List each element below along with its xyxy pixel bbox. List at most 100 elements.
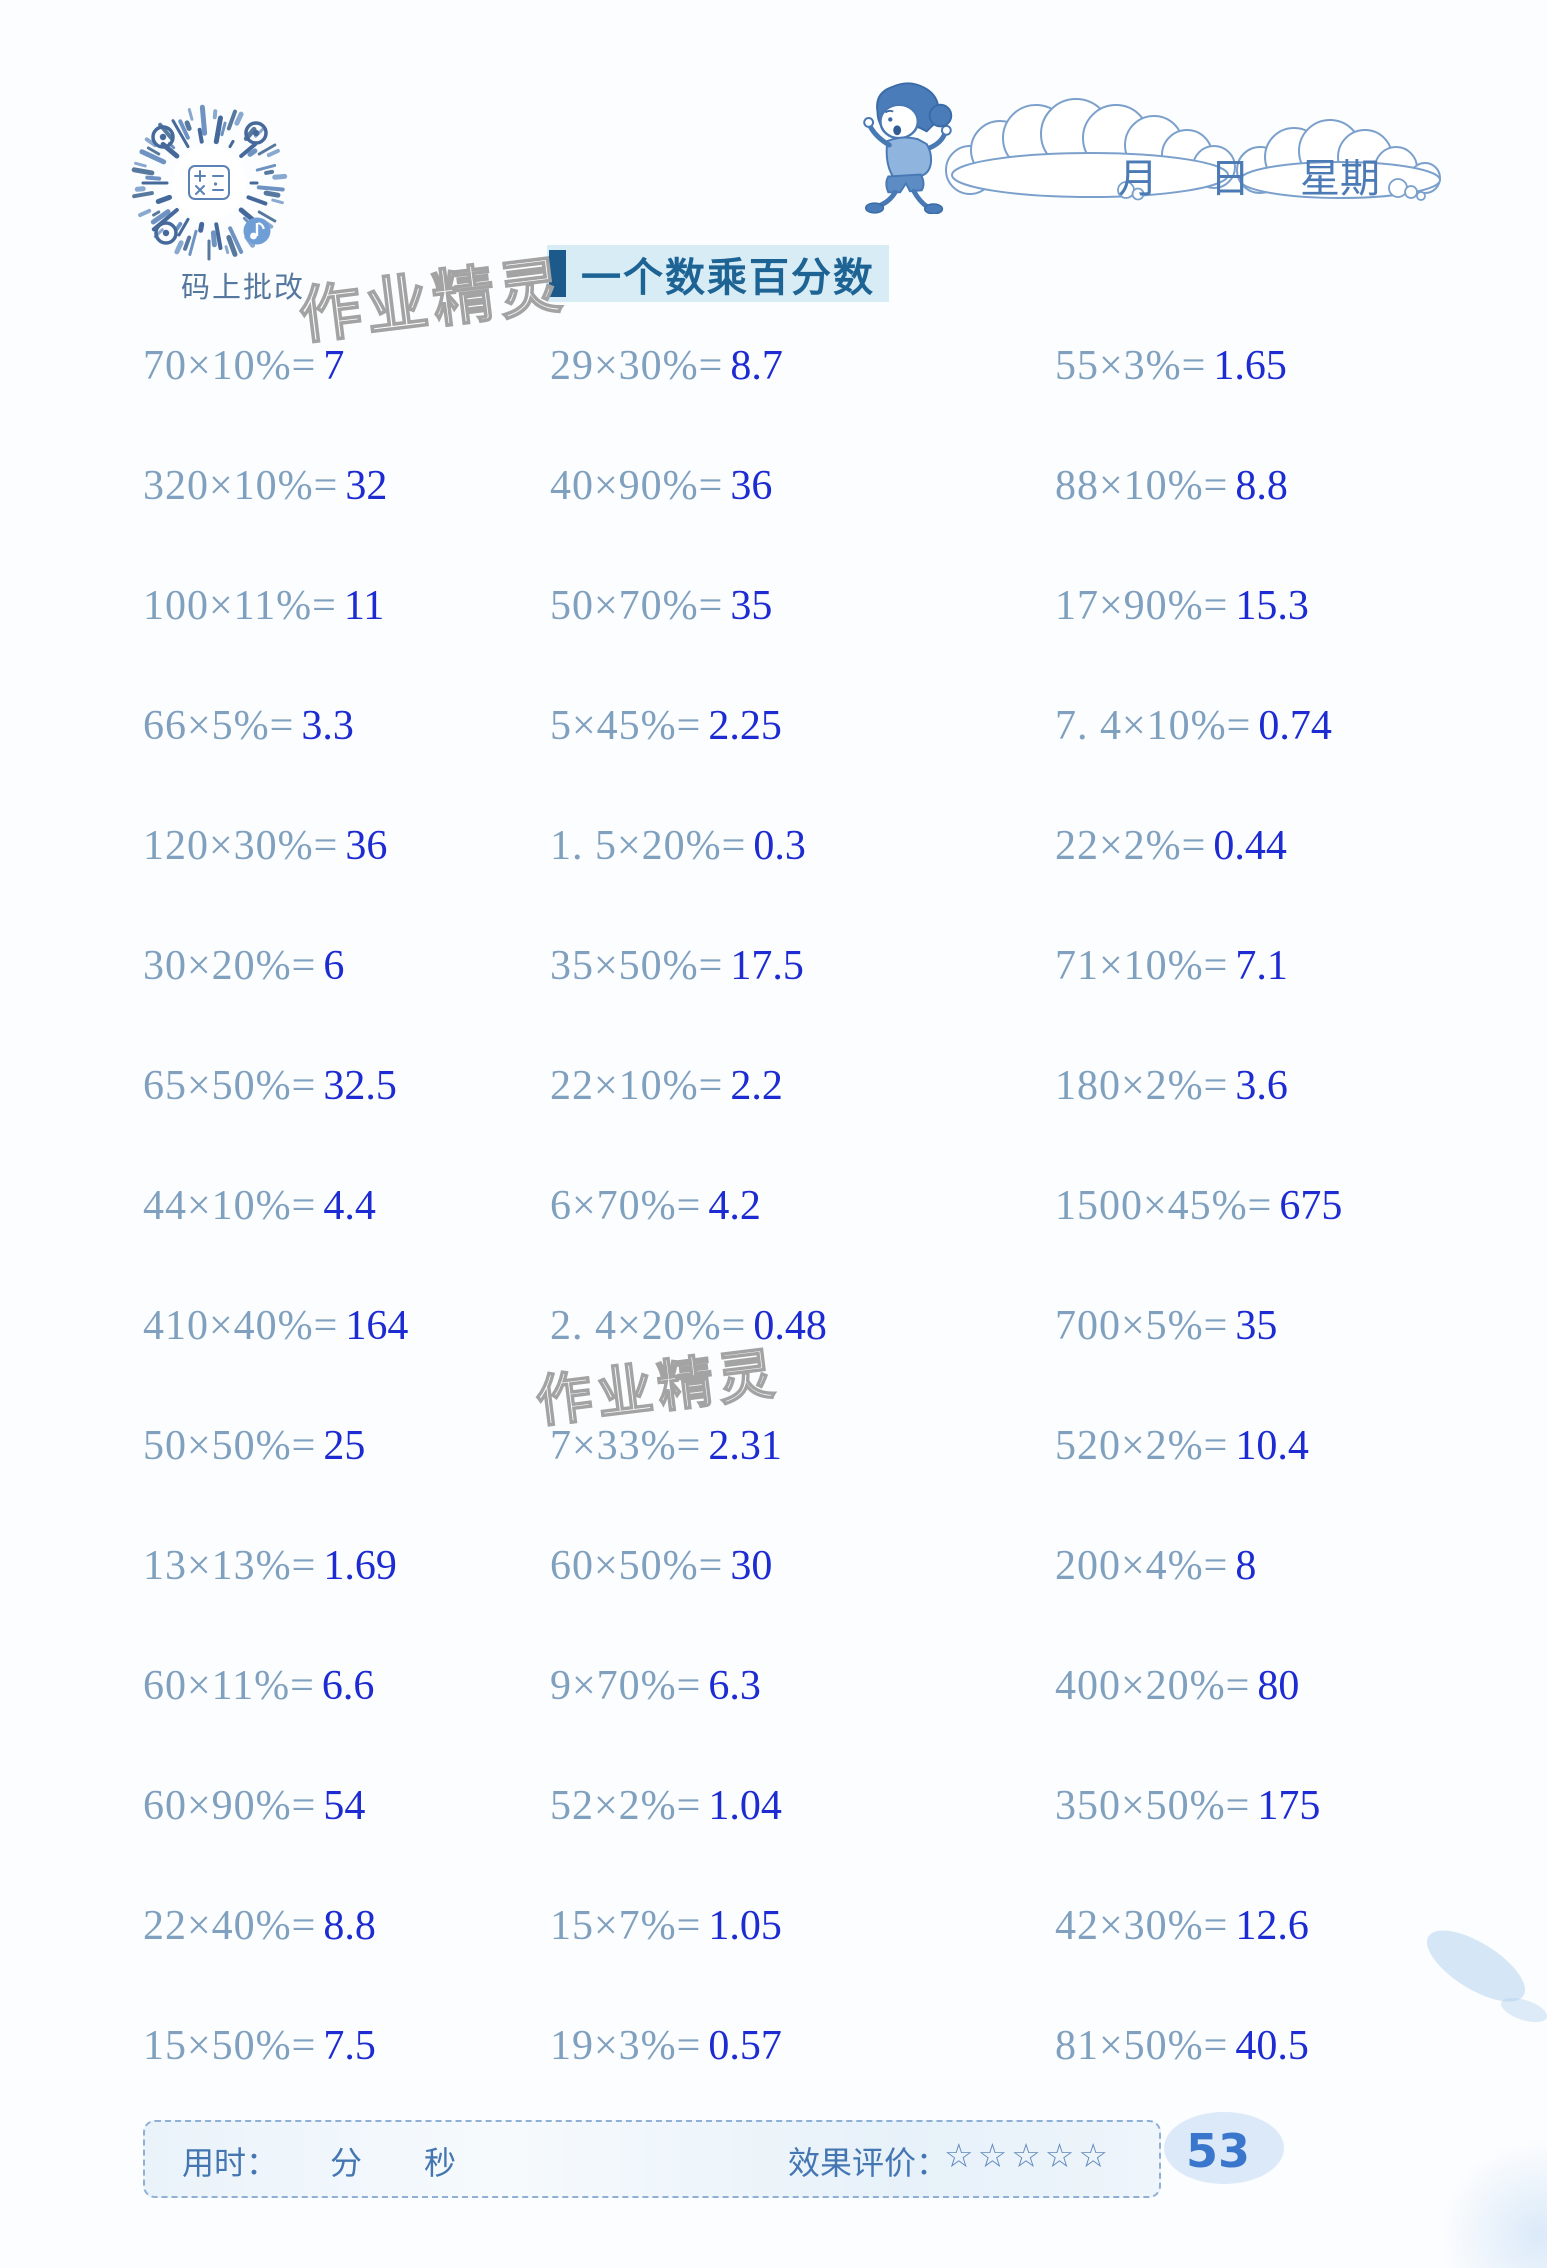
problem-expression: 7. 4×10%= [1055,703,1252,749]
problem: 60×11%= 6.6 [143,1662,374,1710]
problem-answer: 17.5 [730,943,804,989]
problem-expression: 35×50%= [550,943,724,989]
problem-expression: 17×90%= [1055,583,1229,629]
problem-answer: 2.31 [708,1423,782,1469]
problem-expression: 52×2%= [550,1783,702,1829]
problem-answer: 0.57 [708,2023,782,2069]
problem-answer: 25 [323,1423,366,1469]
problem-answer: 7 [323,343,345,389]
problem: 15×7%= 1.05 [550,1902,782,1950]
problem-answer: 12.6 [1235,1903,1309,1949]
problem: 17×90%= 15.3 [1055,582,1309,630]
problem: 13×13%= 1.69 [143,1542,397,1590]
problem-answer: 10.4 [1235,1423,1309,1469]
problem: 19×3%= 0.57 [550,2022,782,2070]
problem-answer: 0.3 [753,823,806,869]
qr-marker-icon [154,221,178,245]
hair-bun [928,103,953,128]
problem-expression: 700×5%= [1055,1303,1229,1349]
problem-expression: 42×30%= [1055,1903,1229,1949]
problem-expression: 22×2%= [1055,823,1207,869]
problem-expression: 65×50%= [143,1063,317,1109]
problem-expression: 30×20%= [143,943,317,989]
problem: 40×90%= 36 [550,462,772,510]
problem: 30×20%= 6 [143,942,344,990]
problem-answer: 32 [345,463,388,509]
problem-answer: 1.69 [323,1543,397,1589]
problem-expression: 55×3%= [1055,343,1207,389]
problem: 6×70%= 4.2 [550,1182,761,1230]
time-used-label: 用时： [182,2144,279,2182]
problem-expression: 15×7%= [550,1903,702,1949]
problem: 180×2%= 3.6 [1055,1062,1288,1110]
problem-expression: 60×50%= [550,1543,724,1589]
problem: 70×10%= 7 [143,342,344,390]
problem-answer: 2.2 [730,1063,783,1109]
seconds-label: 秒 [424,2144,457,2182]
problem-answer: 7.5 [323,2023,376,2069]
problem-answer: 8.8 [1235,463,1288,509]
problem-answer: 80 [1257,1663,1300,1709]
problem: 52×2%= 1.04 [550,1782,782,1830]
problem: 50×70%= 35 [550,582,772,630]
problem: 60×50%= 30 [550,1542,772,1590]
problem-answer: 675 [1279,1183,1343,1229]
qr-marker-icon [244,121,268,145]
problem-expression: 71×10%= [1055,943,1229,989]
problem-expression: 81×50%= [1055,2023,1229,2069]
star-icon: ☆ [1078,2136,1112,2175]
running-child-illustration [863,82,953,214]
problem-answer: 35 [730,583,773,629]
shoe [923,203,944,214]
problem-expression: 6×70%= [550,1183,702,1229]
problem-expression: 29×30%= [550,343,724,389]
problem-expression: 60×11%= [143,1663,315,1709]
qr-code [129,102,289,264]
problem-answer: 6 [323,943,345,989]
problem-expression: 60×90%= [143,1783,317,1829]
problem: 44×10%= 4.4 [143,1182,376,1230]
problem-answer: 6.6 [321,1663,375,1709]
problem-answer: 2.25 [708,703,782,749]
music-note-icon [243,217,271,245]
star-icon: ☆ [1011,2136,1045,2175]
problem-answer: 0.74 [1258,703,1332,749]
problem-expression: 180×2%= [1055,1063,1229,1109]
problem: 2. 4×20%= 0.48 [550,1302,827,1350]
problem: 700×5%= 35 [1055,1302,1277,1350]
problem-expression: 50×70%= [550,583,724,629]
problem-expression: 22×40%= [143,1903,317,1949]
section-title: 一个数乘百分数 [547,245,889,302]
problem-expression: 44×10%= [143,1183,317,1229]
week-label: 星期 [1300,156,1380,202]
star-icon: ☆ [977,2136,1012,2175]
problem-expression: 100×11%= [143,583,337,629]
problem-answer: 30 [730,1543,773,1589]
problem: 15×50%= 7.5 [143,2022,376,2070]
problem: 520×2%= 10.4 [1055,1422,1309,1470]
problem: 60×90%= 54 [143,1782,365,1830]
title-accent-bar [549,250,566,297]
problem-expression: 40×90%= [550,463,724,509]
clouds-banner [945,98,1441,201]
problem-expression: 9×70%= [550,1663,702,1709]
problem-expression: 1500×45%= [1055,1183,1273,1229]
qr-caption: 码上批改 [181,270,306,304]
evaluation-label: 效果评价： [788,2144,949,2182]
problem-answer: 0.44 [1213,823,1287,869]
problem: 350×50%= 175 [1055,1782,1320,1830]
problem: 9×70%= 6.3 [550,1662,761,1710]
qr-code-graphic [131,104,288,261]
problem-expression: 15×50%= [143,2023,317,2069]
problem-answer: 1.05 [708,1903,782,1949]
problem: 1. 5×20%= 0.3 [550,822,806,870]
problem: 65×50%= 32.5 [143,1062,397,1110]
problem-expression: 1. 5×20%= [550,823,747,869]
star-icon: ☆ [944,2136,978,2175]
minutes-label: 分 [330,2144,363,2182]
problem: 1500×45%= 675 [1055,1182,1342,1230]
problem-expression: 7×33%= [550,1423,702,1469]
problem-expression: 320×10%= [143,463,339,509]
